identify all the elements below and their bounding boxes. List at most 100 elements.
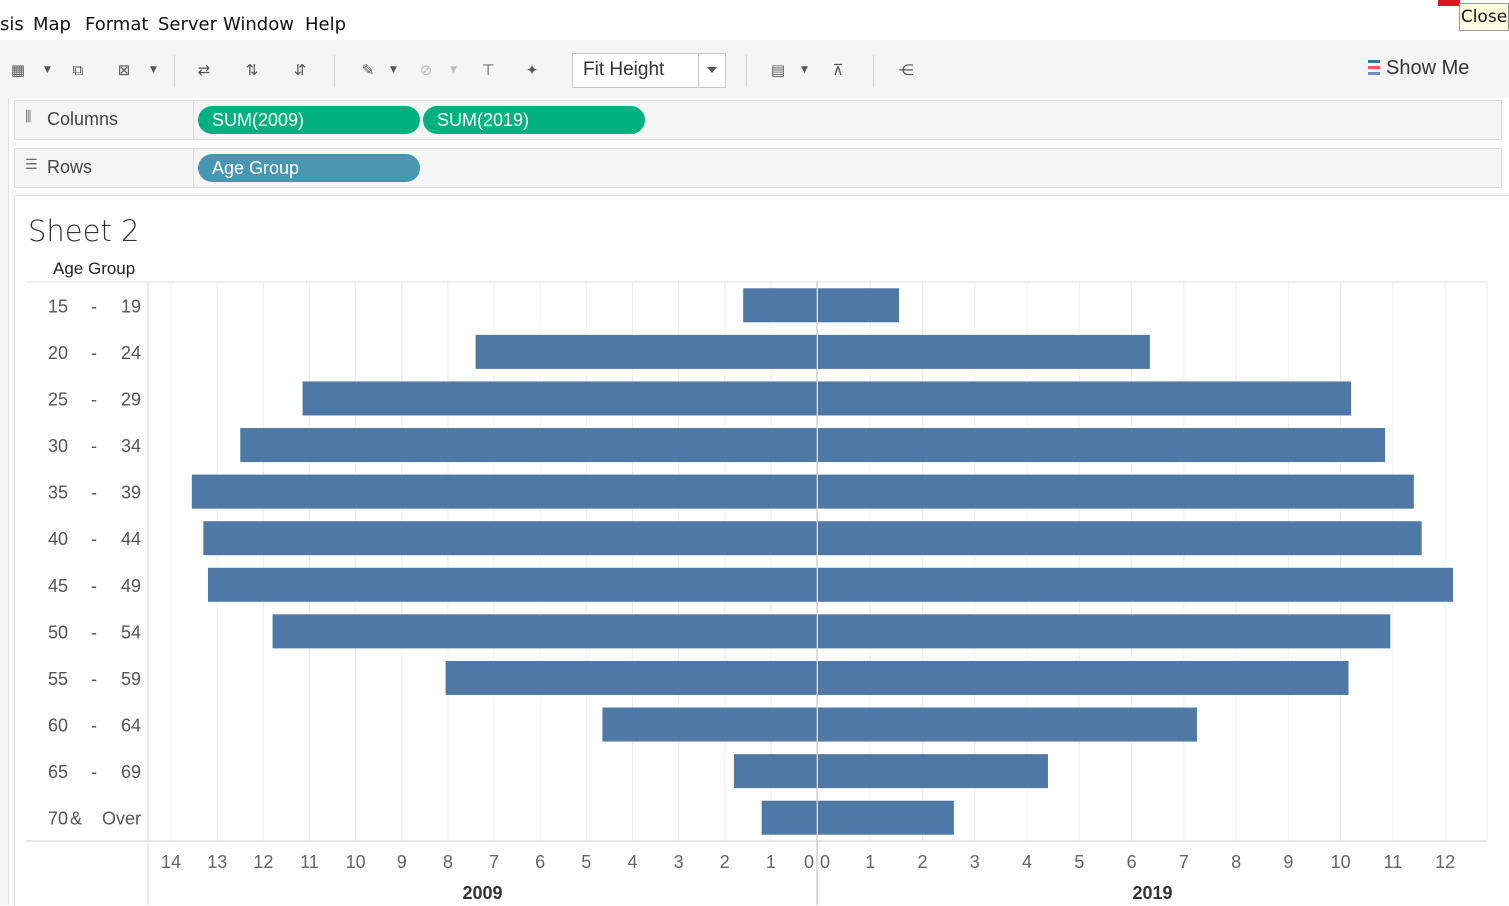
tick-label-2019: 11 xyxy=(1384,852,1403,872)
row-label-end: 24 xyxy=(121,343,141,363)
row-label-start: 65 xyxy=(48,762,68,782)
tick-label-2009: 6 xyxy=(535,852,545,872)
rows-shelf-header: ☰ Rows xyxy=(15,149,194,187)
share-icon[interactable]: ⋲ xyxy=(898,61,914,79)
row-label-separator: - xyxy=(91,296,97,316)
row-label-start: 50 xyxy=(48,622,68,642)
tick-label-2009: 2 xyxy=(720,852,730,872)
chevron-down-icon[interactable]: ▼ xyxy=(801,65,808,75)
chevron-down-icon[interactable]: ▼ xyxy=(450,65,457,75)
tick-label-2019: 12 xyxy=(1435,852,1455,872)
show-me-button[interactable]: Show Me xyxy=(1368,57,1469,80)
rows-shelf[interactable]: ☰ Rows Age Group xyxy=(14,148,1502,188)
chevron-down-icon[interactable] xyxy=(698,54,725,87)
bar-2019 xyxy=(818,381,1352,416)
axis-title-2019: 2019 xyxy=(1132,883,1172,903)
menu-item-format[interactable]: Format xyxy=(85,14,149,35)
chevron-down-icon[interactable]: ▼ xyxy=(44,65,51,75)
row-label-start: 35 xyxy=(48,483,68,503)
bar-2019 xyxy=(818,707,1197,742)
row-label-end: Over xyxy=(102,809,141,829)
chevron-down-icon[interactable]: ▼ xyxy=(150,65,157,75)
tick-label-2019: 0 xyxy=(820,852,830,872)
fix-axes-pin-icon[interactable]: ✦ xyxy=(525,61,539,79)
tick-label-2009: 13 xyxy=(207,852,227,872)
row-label-end: 39 xyxy=(121,483,141,503)
bar-2019 xyxy=(818,660,1349,695)
tick-label-2009: 9 xyxy=(397,852,407,872)
pill-sum-2009[interactable]: SUM(2009) xyxy=(198,106,420,134)
menu-item-sis[interactable]: sis xyxy=(0,14,24,35)
highlight-icon[interactable]: ✎ xyxy=(361,61,375,79)
show-mark-labels-icon[interactable]: ⊤ xyxy=(481,61,495,79)
row-label-start: 55 xyxy=(48,669,68,689)
row-label-separator: - xyxy=(91,343,97,363)
toolbar-separator xyxy=(873,55,874,87)
tick-label-2019: 4 xyxy=(1022,852,1032,872)
menu-item-window[interactable]: Window xyxy=(223,14,294,35)
menu-bar: sis Map Format Server Window Help xyxy=(0,0,1509,40)
row-label-separator: - xyxy=(91,762,97,782)
menu-item-help[interactable]: Help xyxy=(305,14,347,35)
new-worksheet-icon[interactable]: ▦ xyxy=(10,61,26,79)
row-header-age-group[interactable]: Age Group xyxy=(53,259,136,278)
clear-sheet-icon[interactable]: ⊠ xyxy=(117,61,131,79)
tick-label-2019: 10 xyxy=(1331,852,1351,872)
bar-2009 xyxy=(743,288,817,323)
chevron-down-icon[interactable]: ▼ xyxy=(390,65,397,75)
row-label-end: 34 xyxy=(121,436,141,456)
row-label-separator: - xyxy=(91,669,97,689)
tick-label-2009: 0 xyxy=(804,852,814,872)
duplicate-sheet-icon[interactable]: ⧉ xyxy=(72,61,84,79)
bar-2009 xyxy=(240,428,817,463)
show-me-label: Show Me xyxy=(1386,57,1470,79)
fit-dropdown-value: Fit Height xyxy=(583,59,665,80)
tick-label-2009: 7 xyxy=(489,852,499,872)
row-label-end: 59 xyxy=(121,669,141,689)
row-label-start: 15 xyxy=(48,296,68,316)
rows-icon: ☰ xyxy=(25,157,38,173)
fit-dropdown[interactable]: Fit Height xyxy=(572,53,726,88)
tick-label-2009: 4 xyxy=(627,852,637,872)
show-cards-icon[interactable]: ▤ xyxy=(770,61,786,79)
axis-title-2009: 2009 xyxy=(462,883,502,903)
tick-label-2019: 8 xyxy=(1231,852,1241,872)
tick-label-2019: 6 xyxy=(1127,852,1137,872)
toolbar-separator xyxy=(174,55,175,87)
bar-2009 xyxy=(203,521,817,556)
bar-2019 xyxy=(818,288,900,323)
pill-sum-2019[interactable]: SUM(2019) xyxy=(423,106,645,134)
close-tooltip[interactable]: Close xyxy=(1459,3,1509,31)
row-label-start: 30 xyxy=(48,436,68,456)
menu-item-map[interactable]: Map xyxy=(33,14,71,35)
bar-2009 xyxy=(475,334,817,369)
menu-item-server[interactable]: Server xyxy=(158,14,218,35)
row-label-separator: - xyxy=(91,389,97,409)
sort-descending-icon[interactable]: ⇵ xyxy=(293,61,307,79)
bar-2009 xyxy=(272,614,818,649)
columns-shelf-label: Columns xyxy=(47,109,119,129)
presentation-mode-icon[interactable]: ⊼ xyxy=(832,61,844,79)
pill-age-group[interactable]: Age Group xyxy=(198,154,420,182)
bar-2009 xyxy=(445,660,817,695)
bar-2009 xyxy=(302,381,817,416)
columns-shelf[interactable]: ⫼ Columns SUM(2009) SUM(2019) xyxy=(14,100,1502,140)
columns-icon: ⫼ xyxy=(25,109,32,125)
toolbar-separator xyxy=(334,55,335,87)
sort-ascending-icon[interactable]: ⇅ xyxy=(245,61,259,79)
row-label-separator: - xyxy=(91,622,97,642)
bar-2019 xyxy=(818,474,1414,509)
row-label-separator: - xyxy=(91,483,97,503)
bar-2009 xyxy=(733,754,817,789)
swap-rows-columns-icon[interactable]: ⇄ xyxy=(197,61,211,79)
row-label-end: 29 xyxy=(121,389,141,409)
tick-label-2009: 1 xyxy=(766,852,776,872)
row-label-separator: - xyxy=(91,529,97,549)
row-label-end: 44 xyxy=(121,529,141,549)
tick-label-2009: 10 xyxy=(346,852,366,872)
bar-2019 xyxy=(818,754,1048,789)
toolbar-separator xyxy=(746,55,747,87)
group-members-icon[interactable]: ⊘ xyxy=(419,61,433,79)
tick-label-2019: 1 xyxy=(865,852,875,872)
tick-label-2019: 2 xyxy=(918,852,928,872)
